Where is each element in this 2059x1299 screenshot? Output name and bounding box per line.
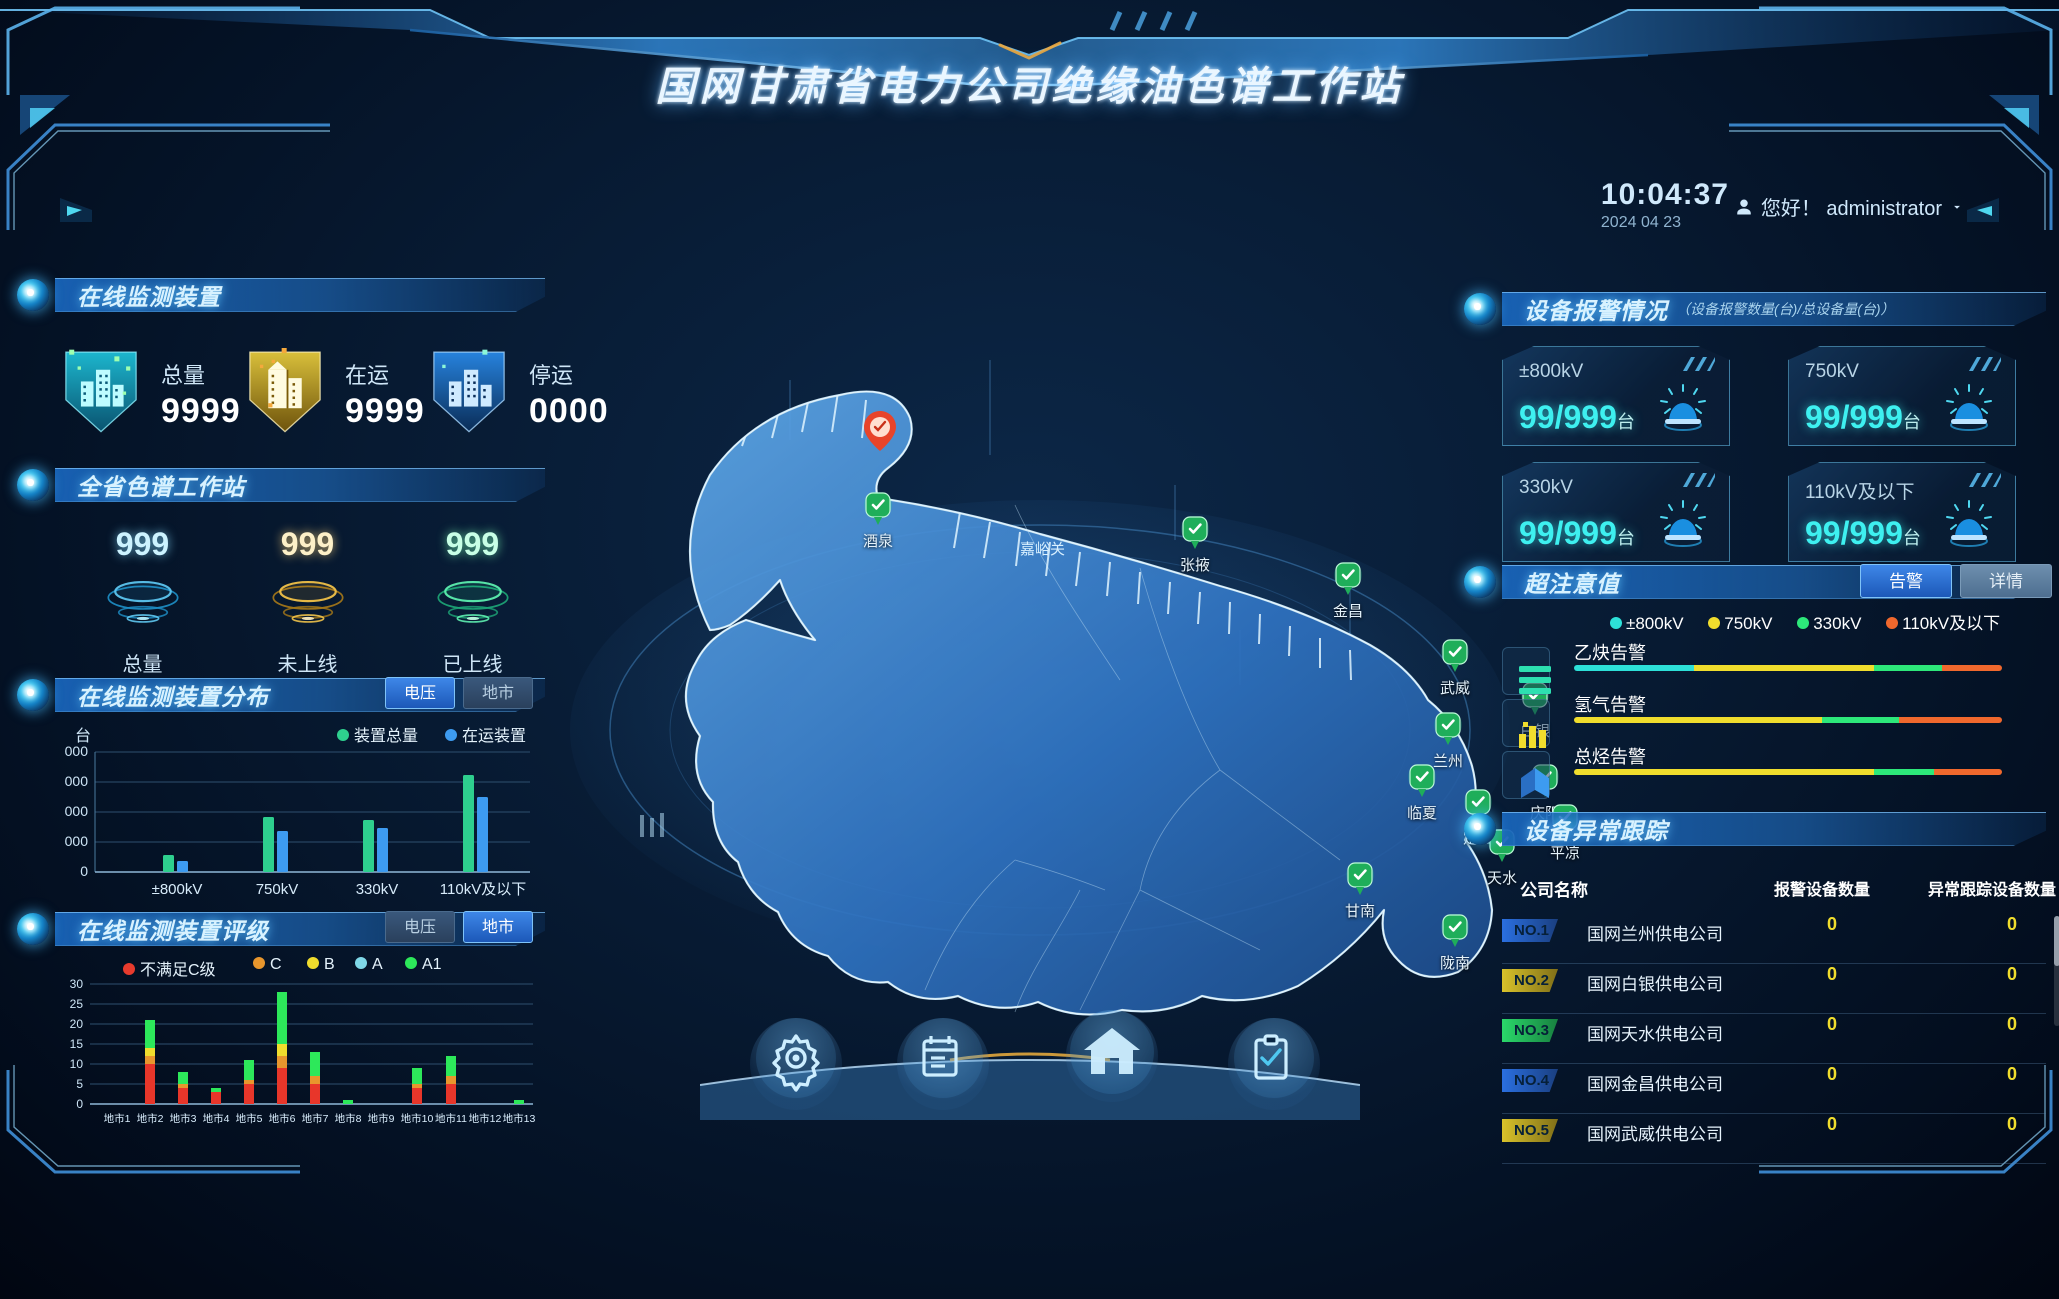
svg-text:地市10: 地市10 bbox=[401, 1112, 434, 1125]
svg-text:地市12: 地市12 bbox=[469, 1112, 502, 1125]
svg-text:000: 000 bbox=[65, 773, 89, 789]
svg-text:地市6: 地市6 bbox=[269, 1112, 296, 1125]
svg-text:25: 25 bbox=[70, 997, 84, 1011]
svg-text:地市7: 地市7 bbox=[302, 1112, 329, 1125]
svg-text:000: 000 bbox=[65, 803, 89, 819]
svg-text:0: 0 bbox=[76, 1097, 83, 1111]
svg-text:±800kV: ±800kV bbox=[152, 881, 203, 898]
svg-text:5: 5 bbox=[76, 1077, 83, 1091]
svg-text:750kV: 750kV bbox=[256, 881, 299, 898]
svg-text:0: 0 bbox=[80, 863, 88, 879]
svg-text:地市4: 地市4 bbox=[203, 1112, 230, 1125]
svg-text:地市2: 地市2 bbox=[137, 1112, 164, 1125]
svg-text:30: 30 bbox=[70, 977, 84, 991]
svg-text:110kV及以下: 110kV及以下 bbox=[440, 881, 526, 898]
svg-text:地市8: 地市8 bbox=[335, 1112, 362, 1125]
svg-text:20: 20 bbox=[70, 1017, 84, 1031]
svg-text:000: 000 bbox=[65, 744, 89, 759]
svg-text:地市9: 地市9 bbox=[368, 1112, 395, 1125]
svg-text:330kV: 330kV bbox=[356, 881, 399, 898]
svg-text:15: 15 bbox=[70, 1037, 84, 1051]
svg-text:10: 10 bbox=[70, 1057, 84, 1071]
svg-text:地市13: 地市13 bbox=[503, 1112, 536, 1125]
svg-text:地市11: 地市11 bbox=[435, 1112, 467, 1125]
svg-text:地市5: 地市5 bbox=[236, 1112, 263, 1125]
svg-text:地市3: 地市3 bbox=[170, 1112, 197, 1125]
svg-text:地市1: 地市1 bbox=[104, 1112, 131, 1125]
svg-text:000: 000 bbox=[65, 833, 89, 849]
